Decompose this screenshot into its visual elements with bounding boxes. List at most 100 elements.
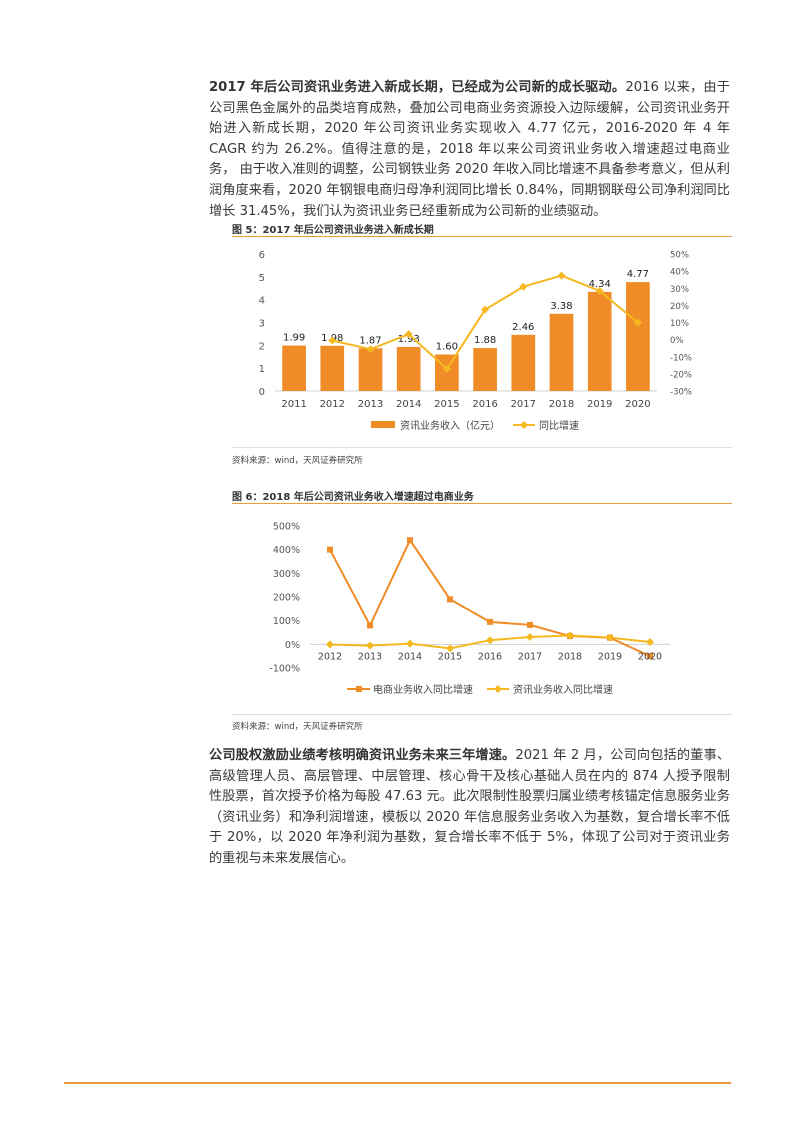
legend-marker-ecommerce <box>356 686 362 692</box>
paragraph-intro-body: 2016 以来，由于公司黑色金属外的品类培育成熟，叠加公司电商业务资源投入边际缓… <box>209 80 730 219</box>
bar-revenue <box>626 282 650 391</box>
x-tick-label: 2015 <box>438 651 462 662</box>
y-tick-label: 300% <box>273 569 300 580</box>
info-growth-point <box>566 631 574 640</box>
left-tick-label: 2 <box>259 341 265 352</box>
left-tick-label: 3 <box>259 319 265 330</box>
paragraph-incentive-body: 2021 年 2 月，公司向包括的董事、高级管理人员、高层管理、中层管理、核心骨… <box>209 748 731 866</box>
figure-6-bottom-rule <box>232 714 732 715</box>
y-tick-label: -100% <box>269 664 300 675</box>
bar-revenue <box>511 334 536 391</box>
paragraph-intro: 2017 年后公司资讯业务进入新成长期，已经成为公司新的成长驱动。2016 以来… <box>209 78 730 222</box>
legend-label-revenue: 资讯业务收入（亿元） <box>400 419 500 432</box>
figure-5-title-text: 图 5：2017 年后公司资讯业务进入新成长期 <box>232 225 434 236</box>
x-tick-label: 2012 <box>318 651 342 662</box>
figure-5-chart: 1.991.981.871.931.601.882.463.384.344.77… <box>259 250 692 432</box>
x-tick-label: 2011 <box>281 399 306 410</box>
x-tick-label: 2017 <box>518 651 542 662</box>
bar-revenue <box>282 345 306 391</box>
right-tick-label: 40% <box>670 268 689 278</box>
bar-data-label: 3.38 <box>550 301 572 312</box>
y-tick-label: 100% <box>273 616 300 627</box>
page-footer-rule <box>64 1082 731 1084</box>
info-growth-point <box>526 633 534 642</box>
figure-6-top-rule <box>232 503 732 504</box>
ecommerce-growth-point <box>647 653 653 660</box>
info-growth-point <box>646 637 654 646</box>
legend-label-ecommerce: 电商业务收入同比增速 <box>373 683 473 696</box>
figure-6-chart: 500% 400% 300% 200% 100% 0% -100% 2012 2013 2014… <box>269 522 670 696</box>
info-growth-point <box>326 640 334 649</box>
legend-swatch-revenue <box>371 421 395 428</box>
bar-revenue <box>320 345 345 391</box>
growth-point <box>633 318 642 327</box>
x-tick-label: 2020 <box>625 399 650 410</box>
left-tick-label: 4 <box>259 296 265 307</box>
x-tick-label: 2019 <box>587 399 612 410</box>
y-tick-label: 500% <box>273 522 300 533</box>
legend-marker-info <box>494 685 502 693</box>
right-tick-label: -20% <box>670 370 692 380</box>
info-growth-point <box>606 633 614 642</box>
figure-5-bottom-rule <box>232 447 732 448</box>
paragraph-intro-lead: 2017 年后公司资讯业务进入新成长期，已经成为公司新的成长驱动。 <box>209 80 626 95</box>
x-tick-label: 2013 <box>358 399 383 410</box>
x-tick-label: 2014 <box>396 399 421 410</box>
left-tick-label: 6 <box>259 250 265 261</box>
bar-data-label: 1.60 <box>436 341 458 352</box>
left-tick-label: 5 <box>259 273 265 284</box>
x-tick-label: 2014 <box>398 651 422 662</box>
y-tick-label: 0% <box>285 640 300 651</box>
figure-5-source: 资料来源：wind，天风证券研究所 <box>232 456 363 466</box>
growth-point <box>366 345 375 354</box>
ecommerce-growth-point <box>407 537 413 544</box>
figure-5-title: 图 5：2017 年后公司资讯业务进入新成长期 <box>232 221 434 236</box>
growth-point <box>557 271 566 280</box>
ecommerce-growth-point <box>447 596 453 603</box>
bar-revenue <box>587 291 612 391</box>
figure-6-source: 资料来源：wind，天风证券研究所 <box>232 722 363 732</box>
growth-point <box>404 330 413 339</box>
bar-revenue <box>473 348 497 391</box>
ecommerce-growth-point <box>527 621 533 628</box>
ecommerce-growth-point <box>487 618 493 625</box>
growth-point <box>442 364 451 373</box>
legend-label-growth: 同比增速 <box>539 419 579 432</box>
info-growth-point <box>486 636 494 645</box>
y-tick-label: 200% <box>273 593 300 604</box>
growth-point <box>328 336 337 345</box>
right-tick-label: 0% <box>670 336 684 346</box>
left-tick-label: 1 <box>259 364 265 375</box>
growth-point <box>595 286 604 295</box>
y-tick-label: 400% <box>273 545 300 556</box>
figure-5-top-rule <box>232 236 732 237</box>
x-tick-label: 2016 <box>472 399 497 410</box>
right-tick-label: 20% <box>670 302 689 312</box>
x-tick-label: 2019 <box>598 651 622 662</box>
bar-data-label: 1.87 <box>359 335 381 346</box>
x-tick-label: 2020 <box>638 651 662 662</box>
bar-data-label: 4.34 <box>589 279 611 290</box>
paragraph-incentive: 公司股权激励业绩考核明确资讯业务未来三年增速。2021 年 2 月，公司向包括的… <box>209 746 730 870</box>
x-tick-label: 2015 <box>434 399 459 410</box>
bar-revenue <box>358 348 383 391</box>
bar-data-label: 4.77 <box>627 269 649 280</box>
bar-data-label: 1.88 <box>474 335 496 346</box>
bar-data-label: 1.99 <box>283 333 305 344</box>
x-tick-label: 2018 <box>549 399 574 410</box>
bar-data-label: 1.93 <box>398 334 420 345</box>
ecommerce-growth-point <box>327 546 333 553</box>
info-growth-point <box>366 641 374 650</box>
legend-marker-growth <box>520 421 528 429</box>
growth-point <box>481 305 490 314</box>
growth-point <box>519 282 528 291</box>
bar-revenue <box>396 346 421 391</box>
x-tick-label: 2018 <box>558 651 582 662</box>
ecommerce-growth-point <box>367 622 373 629</box>
x-tick-label: 2013 <box>358 651 382 662</box>
bar-data-label: 2.46 <box>512 322 534 333</box>
x-tick-label: 2012 <box>320 399 345 410</box>
info-growth-point <box>406 639 414 648</box>
x-tick-label: 2016 <box>478 651 502 662</box>
figure-6-title: 图 6：2018 年后公司资讯业务收入增速超过电商业务 <box>232 488 474 503</box>
